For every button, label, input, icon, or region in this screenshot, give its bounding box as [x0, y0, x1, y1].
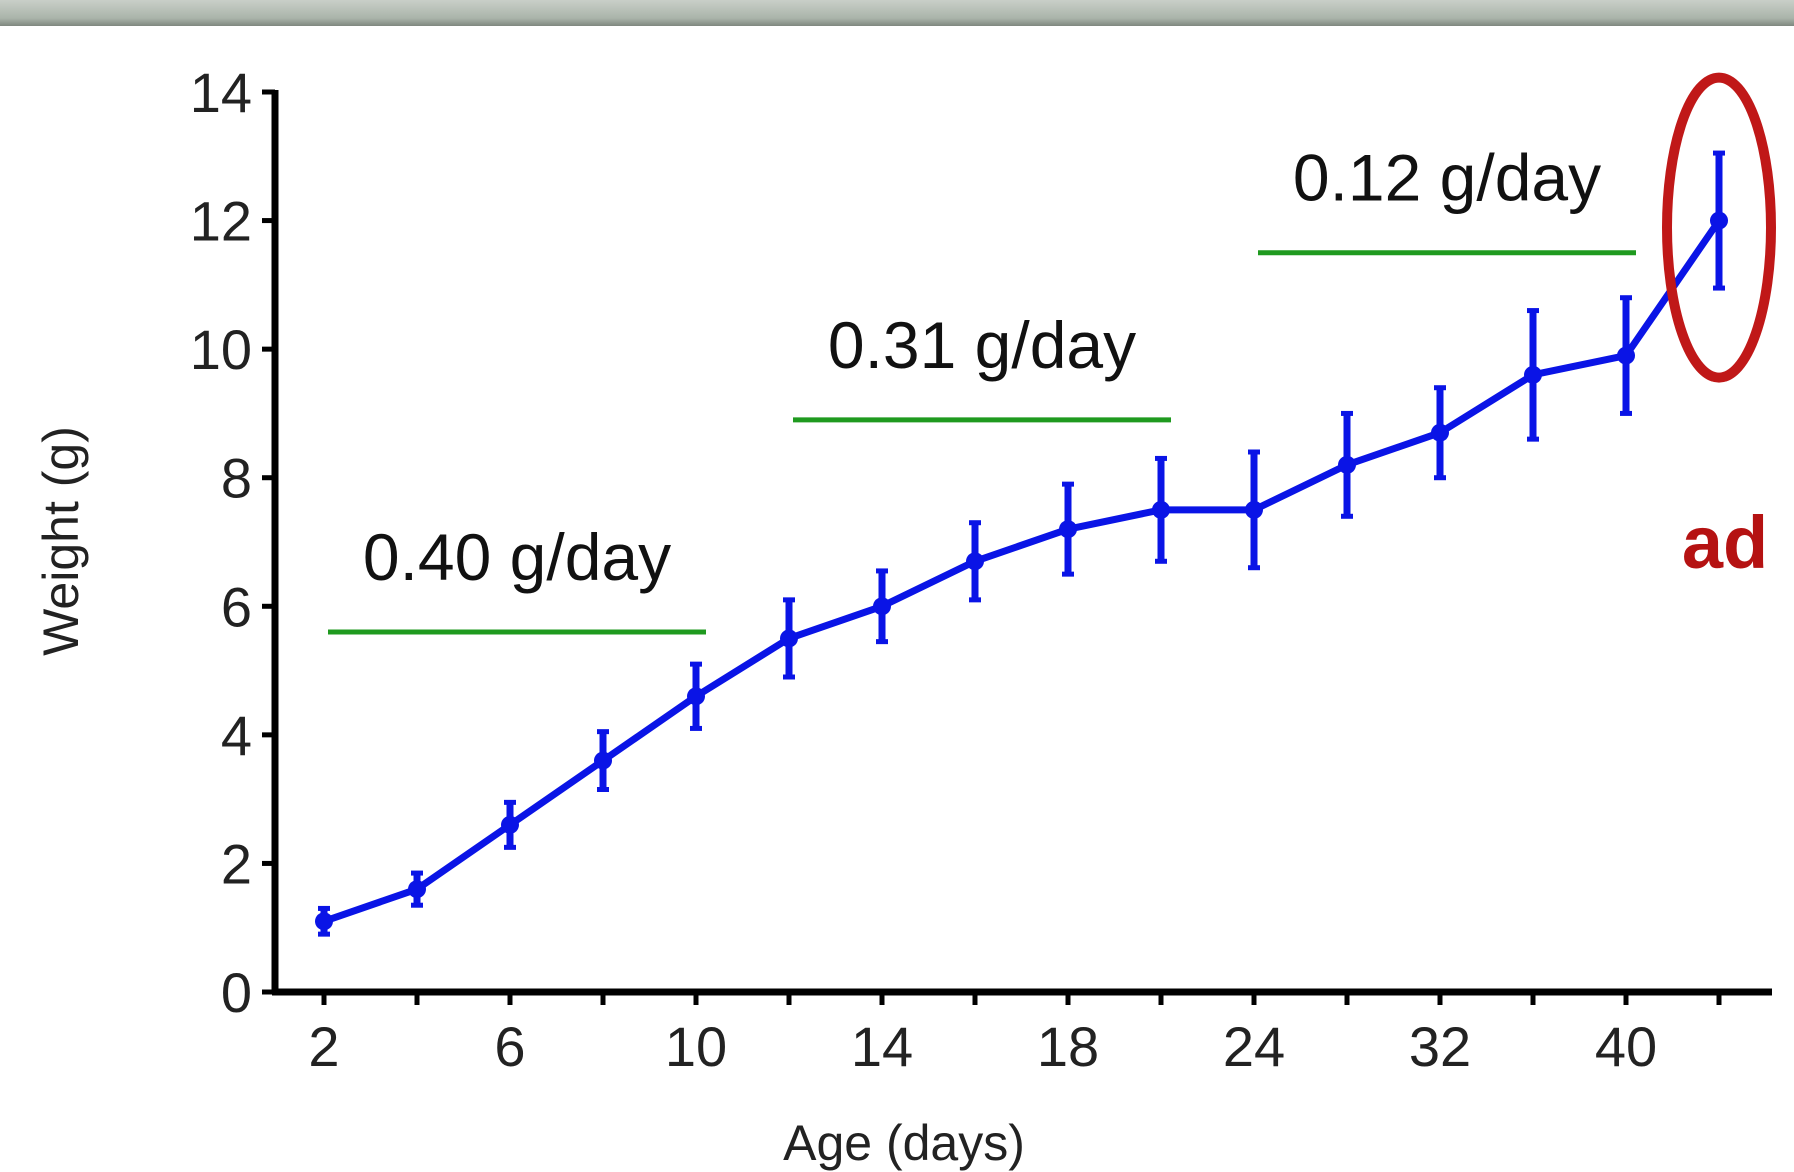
- data-point: [1710, 211, 1728, 230]
- x-tick-label: 6: [494, 1015, 525, 1078]
- highlight-label: ad: [1682, 501, 1768, 584]
- y-tick-label: 10: [190, 318, 252, 381]
- data-point: [1059, 520, 1077, 539]
- x-tick-label: 32: [1409, 1015, 1471, 1078]
- y-tick-label: 2: [221, 832, 252, 895]
- rate-label: 0.12 g/day: [1293, 141, 1601, 215]
- y-tick-label: 6: [221, 575, 252, 638]
- y-tick-label: 8: [221, 447, 252, 510]
- y-tick-label: 0: [221, 961, 252, 1024]
- x-tick-label: 40: [1595, 1015, 1657, 1078]
- top-background-band: [0, 0, 1794, 26]
- data-point: [408, 880, 426, 899]
- data-point: [966, 552, 984, 571]
- x-tick-label: 18: [1037, 1015, 1099, 1078]
- data-point: [1245, 500, 1263, 519]
- data-point: [873, 597, 891, 616]
- x-tick-label: 24: [1223, 1015, 1285, 1078]
- data-point: [1617, 346, 1635, 365]
- y-tick-label: 4: [221, 704, 252, 767]
- data-point: [594, 751, 612, 770]
- y-tick-label: 12: [190, 190, 252, 253]
- rate-label: 0.31 g/day: [828, 308, 1136, 382]
- series-line: [322, 218, 1722, 925]
- data-point: [315, 912, 333, 931]
- highlight-ellipse: [1662, 72, 1776, 383]
- data-point: [1338, 455, 1356, 474]
- x-axis-title: Age (days): [783, 1115, 1025, 1171]
- y-tick-label: 14: [190, 61, 252, 124]
- data-point: [1152, 500, 1170, 519]
- data-point: [687, 687, 705, 706]
- data-point: [780, 629, 798, 648]
- rate-label: 0.40 g/day: [363, 520, 671, 594]
- x-tick-label: 10: [665, 1015, 727, 1078]
- y-axis-title: Weight (g): [33, 426, 89, 656]
- data-point: [1524, 365, 1542, 384]
- data-point: [501, 815, 519, 834]
- x-tick-label: 2: [308, 1015, 339, 1078]
- x-tick-label: 14: [851, 1015, 913, 1078]
- data-point: [1431, 423, 1449, 442]
